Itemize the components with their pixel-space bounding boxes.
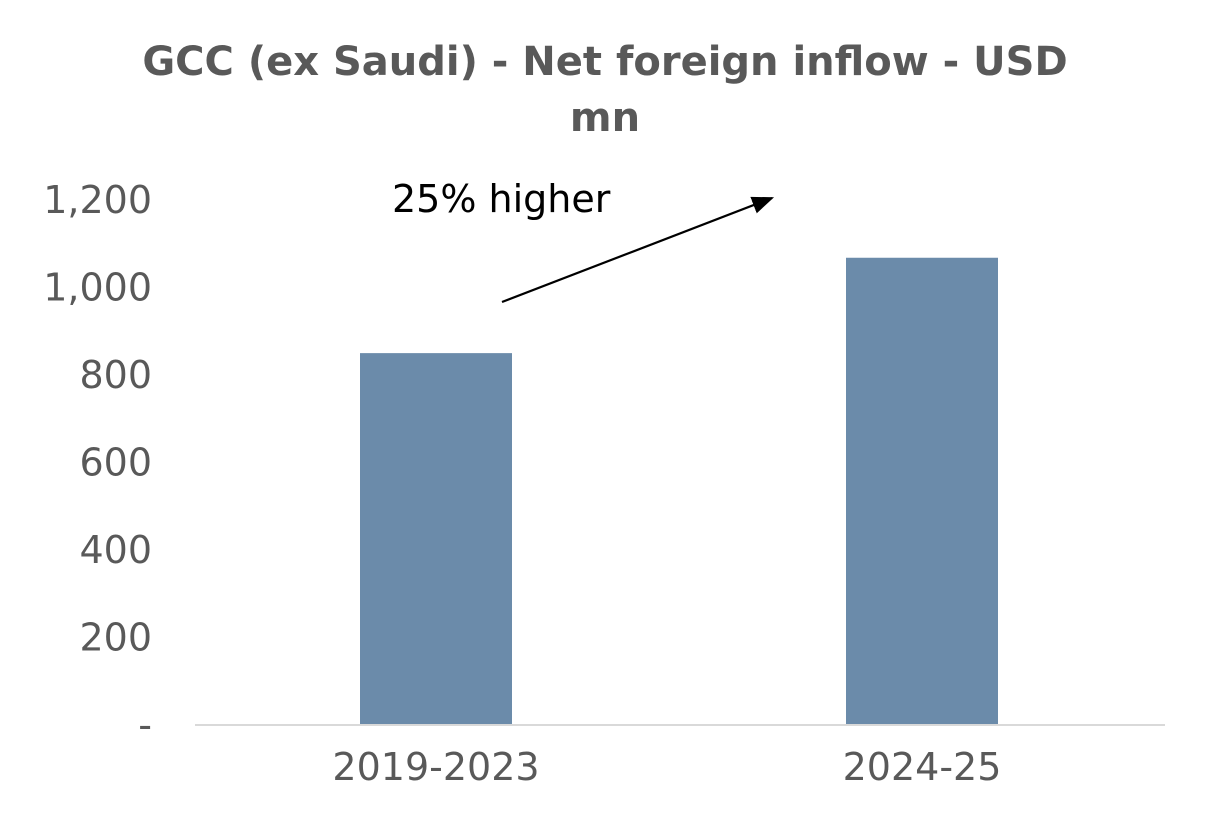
chart-title: GCC (ex Saudi) - Net foreign inflow - US… [142,39,1068,141]
y-tick-label: - [138,703,152,747]
y-tick-label: 600 [79,441,152,485]
x-axis: 2019-2023 2024-25 [332,745,1001,789]
bar-2019-2023 [360,353,512,725]
x-tick-label: 2019-2023 [332,745,539,789]
y-tick-label: 1,200 [43,178,152,222]
annotation-arrow [501,196,775,304]
y-axis: - 200 400 600 800 1,000 1,200 [43,178,152,747]
bars-group [360,257,998,725]
x-tick-label: 2024-25 [843,745,1002,789]
y-tick-label: 1,000 [43,266,152,310]
annotation-label: 25% higher [392,177,611,221]
y-tick-label: 400 [79,528,152,572]
y-tick-label: 800 [79,353,152,397]
bar-2024-25 [846,257,998,725]
y-tick-label: 200 [79,616,152,660]
